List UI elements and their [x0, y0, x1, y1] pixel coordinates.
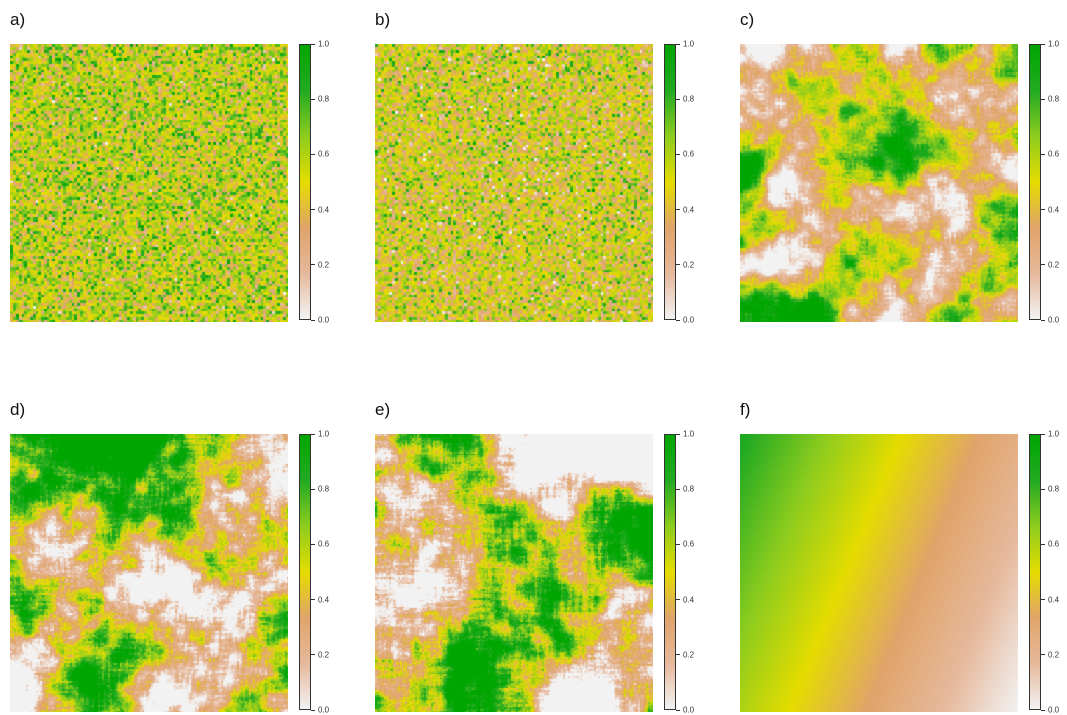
colorbar-tick [311, 654, 315, 655]
colorbar-tick-label: 0.2 [318, 260, 329, 269]
colorbar-tick [676, 154, 680, 155]
raster-map [10, 44, 288, 322]
colorbar-tick-label: 0.4 [1048, 205, 1059, 214]
colorbar-tick [1041, 434, 1045, 435]
colorbar-gradient [299, 44, 311, 320]
colorbar-tick [676, 320, 680, 321]
colorbar-tick-label: 0.2 [683, 260, 694, 269]
colorbar-tick [676, 209, 680, 210]
colorbar-tick-label: 0.0 [318, 706, 329, 715]
colorbar-tick-label: 0.0 [318, 316, 329, 325]
colorbar-tick [676, 99, 680, 100]
colorbar-tick-label: 1.0 [318, 430, 329, 439]
colorbar-tick-label: 0.2 [1048, 650, 1059, 659]
raster-map [375, 434, 653, 712]
raster-map [740, 44, 1018, 322]
colorbar-tick-label: 1.0 [683, 430, 694, 439]
colorbar-tick-label: 1.0 [683, 40, 694, 49]
colorbar-tick-label: 0.8 [683, 95, 694, 104]
panel-label: b) [375, 10, 390, 30]
colorbar-gradient [1029, 44, 1041, 320]
colorbar-tick [311, 264, 315, 265]
colorbar-tick-label: 1.0 [318, 40, 329, 49]
colorbar-tick-label: 0.8 [318, 485, 329, 494]
colorbar-tick [311, 99, 315, 100]
colorbar-tick [676, 434, 680, 435]
colorbar-tick [676, 544, 680, 545]
colorbar-tick-label: 1.0 [1048, 40, 1059, 49]
colorbar-tick-label: 0.6 [318, 150, 329, 159]
colorbar: 0.0 0.2 0.4 0.6 0.8 1.0 [664, 44, 704, 324]
colorbar-tick [311, 599, 315, 600]
colorbar-tick [676, 710, 680, 711]
panel-label: a) [10, 10, 25, 30]
raster-map [740, 434, 1018, 712]
colorbar-tick-label: 0.4 [318, 595, 329, 604]
colorbar-tick-label: 0.2 [318, 650, 329, 659]
colorbar-tick [311, 710, 315, 711]
colorbar-tick-label: 0.8 [683, 485, 694, 494]
colorbar-tick [311, 320, 315, 321]
colorbar-tick-label: 0.2 [683, 650, 694, 659]
colorbar-tick-label: 0.0 [1048, 706, 1059, 715]
colorbar-tick [1041, 489, 1045, 490]
colorbar-gradient [1029, 434, 1041, 710]
colorbar-tick-label: 0.8 [318, 95, 329, 104]
colorbar-tick [311, 434, 315, 435]
panel-label: f) [740, 400, 750, 420]
colorbar-tick [1041, 599, 1045, 600]
colorbar-tick-label: 0.0 [683, 316, 694, 325]
colorbar-tick [1041, 264, 1045, 265]
colorbar: 0.0 0.2 0.4 0.6 0.8 1.0 [664, 434, 704, 714]
colorbar-tick [676, 264, 680, 265]
raster-map [375, 44, 653, 322]
colorbar-tick-label: 0.4 [683, 595, 694, 604]
colorbar-tick [311, 154, 315, 155]
colorbar-tick-label: 0.8 [1048, 95, 1059, 104]
colorbar-tick-label: 0.6 [683, 150, 694, 159]
colorbar-tick [676, 489, 680, 490]
colorbar-tick-label: 0.8 [1048, 485, 1059, 494]
colorbar-tick [311, 489, 315, 490]
colorbar: 0.0 0.2 0.4 0.6 0.8 1.0 [1029, 434, 1067, 714]
colorbar-tick [1041, 154, 1045, 155]
colorbar-tick [1041, 710, 1045, 711]
panel-label: e) [375, 400, 390, 420]
colorbar-tick [676, 654, 680, 655]
colorbar-tick [311, 209, 315, 210]
colorbar-tick [1041, 654, 1045, 655]
colorbar-tick [1041, 44, 1045, 45]
colorbar-tick-label: 0.4 [1048, 595, 1059, 604]
colorbar-tick [311, 544, 315, 545]
colorbar-tick [676, 44, 680, 45]
colorbar-tick [311, 44, 315, 45]
colorbar-gradient [299, 434, 311, 710]
colorbar-tick [1041, 99, 1045, 100]
colorbar: 0.0 0.2 0.4 0.6 0.8 1.0 [299, 44, 339, 324]
colorbar-tick-label: 0.0 [683, 706, 694, 715]
raster-map [10, 434, 288, 712]
colorbar-tick-label: 0.6 [1048, 540, 1059, 549]
colorbar-gradient [664, 44, 676, 320]
colorbar-tick-label: 0.6 [1048, 150, 1059, 159]
colorbar-tick-label: 0.6 [318, 540, 329, 549]
colorbar-tick-label: 0.4 [683, 205, 694, 214]
colorbar-tick-label: 1.0 [1048, 430, 1059, 439]
panel-label: d) [10, 400, 25, 420]
colorbar: 0.0 0.2 0.4 0.6 0.8 1.0 [1029, 44, 1067, 324]
colorbar-tick-label: 0.6 [683, 540, 694, 549]
colorbar-tick [1041, 544, 1045, 545]
colorbar-tick [1041, 209, 1045, 210]
colorbar-tick-label: 0.2 [1048, 260, 1059, 269]
colorbar-tick [676, 599, 680, 600]
colorbar-gradient [664, 434, 676, 710]
colorbar-tick-label: 0.0 [1048, 316, 1059, 325]
colorbar-tick [1041, 320, 1045, 321]
colorbar-tick-label: 0.4 [318, 205, 329, 214]
colorbar: 0.0 0.2 0.4 0.6 0.8 1.0 [299, 434, 339, 714]
panel-label: c) [740, 10, 754, 30]
